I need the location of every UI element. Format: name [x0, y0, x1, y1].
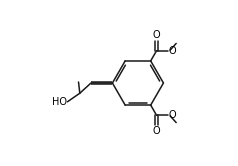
Text: O: O — [153, 30, 160, 40]
Text: O: O — [168, 110, 176, 120]
Text: O: O — [168, 46, 176, 56]
Text: O: O — [153, 126, 160, 136]
Text: HO: HO — [52, 97, 67, 107]
